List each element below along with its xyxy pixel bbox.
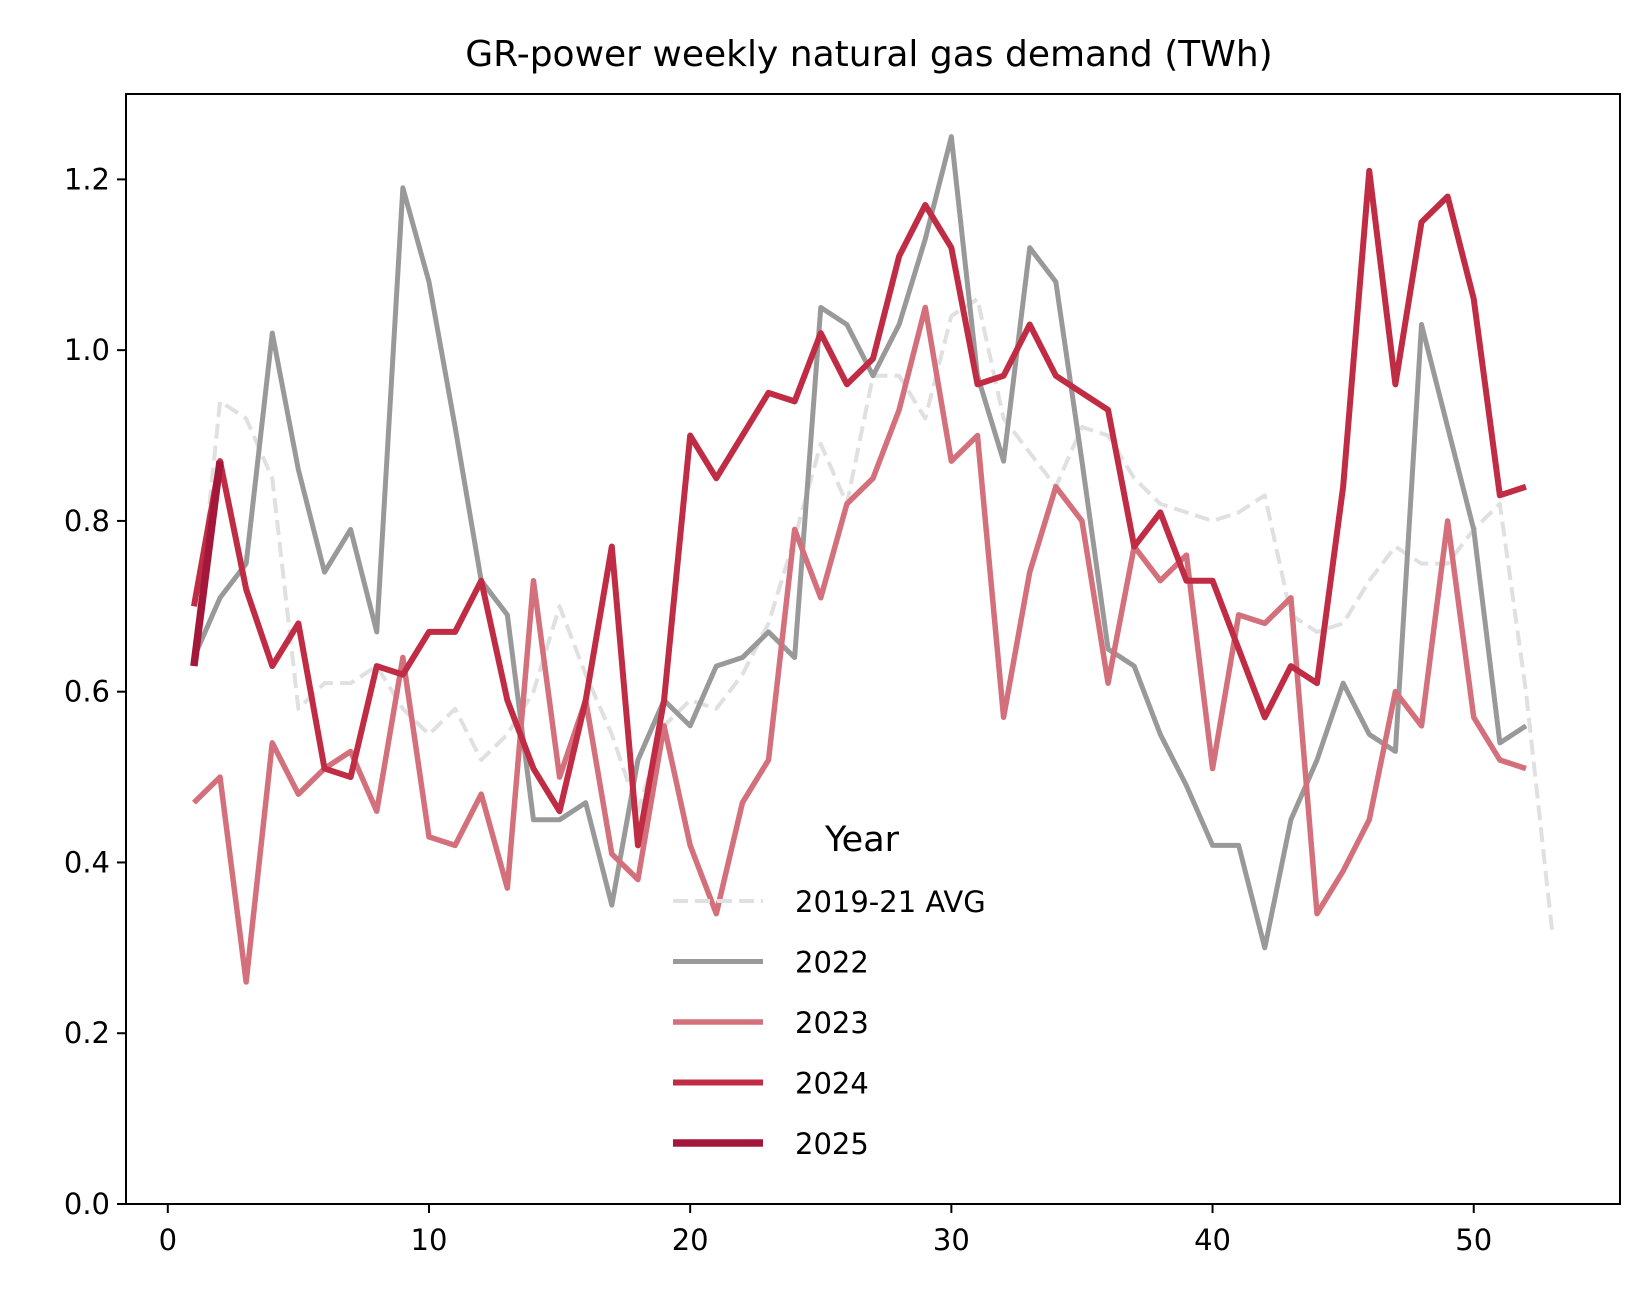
x-tick-label: 30	[933, 1223, 970, 1257]
series-line-2024	[190, 167, 1527, 849]
x-axis: 0 10 20 30 40 50	[159, 1204, 1492, 1257]
chart-title: GR-power weekly natural gas demand (TWh)	[465, 34, 1272, 75]
legend-label: 2025	[795, 1127, 869, 1161]
x-tick-label: 40	[1194, 1223, 1231, 1257]
y-tick-label: 0.6	[64, 675, 110, 709]
legend-label: 2019-21 AVG	[795, 885, 986, 919]
series-line-2025	[190, 460, 224, 667]
y-tick-label: 0.4	[64, 845, 110, 879]
legend: Year 2019-21 AVG 2022 2023 2024 2025	[673, 820, 986, 1161]
series-line-2022	[191, 134, 1528, 951]
y-axis: 0.0 0.2 0.4 0.6 0.8 1.0 1.2	[64, 162, 126, 1221]
x-tick-label: 20	[672, 1223, 709, 1257]
series-line-2023	[191, 304, 1527, 985]
legend-label: 2022	[795, 946, 869, 980]
y-tick-label: 0.0	[64, 1187, 110, 1221]
y-tick-label: 1.0	[64, 333, 110, 367]
x-tick-label: 0	[159, 1223, 177, 1257]
y-tick-label: 0.2	[64, 1016, 110, 1050]
legend-label: 2023	[795, 1006, 869, 1040]
legend-title: Year	[824, 820, 900, 860]
plot-lines	[190, 134, 1555, 985]
x-tick-label: 50	[1455, 1223, 1492, 1257]
y-tick-label: 1.2	[64, 162, 110, 196]
legend-label: 2024	[795, 1067, 869, 1101]
y-tick-label: 0.8	[64, 504, 110, 538]
x-tick-label: 10	[411, 1223, 448, 1257]
plot-frame	[125, 93, 1621, 1205]
